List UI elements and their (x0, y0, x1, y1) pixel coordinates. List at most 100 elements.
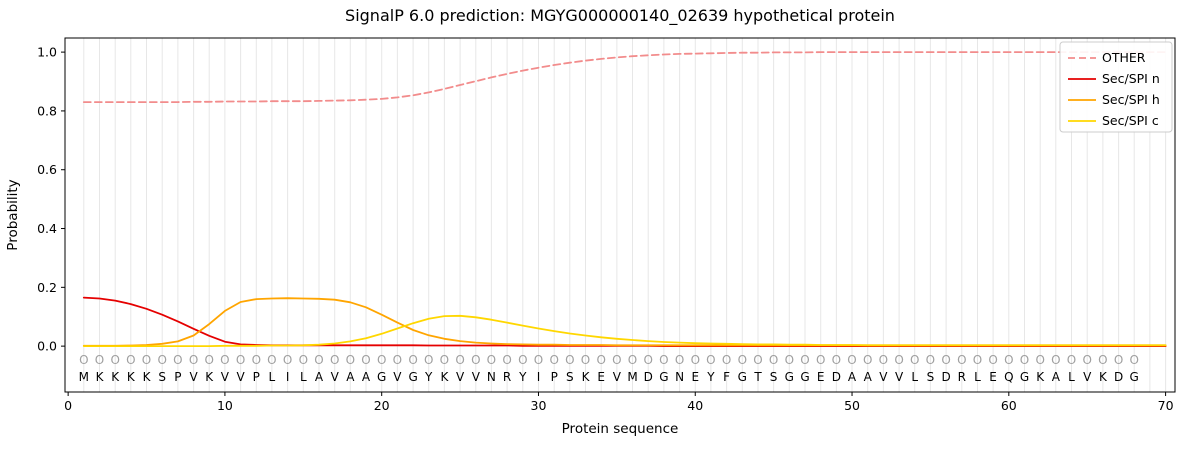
sequence-letter: V (236, 370, 245, 384)
sequence-letter: K (96, 370, 105, 384)
x-tick-label: 60 (1001, 398, 1017, 413)
sequence-letter: V (895, 370, 904, 384)
sequence-letter: N (487, 370, 496, 384)
sequence-letter: A (1052, 370, 1061, 384)
sequence-letter: G (377, 370, 386, 384)
position-marker: O (832, 353, 841, 367)
sequence-letter: Y (518, 370, 527, 384)
position-marker: O (596, 353, 605, 367)
sequence-letter: P (174, 370, 181, 384)
sequence-letter: L (1068, 370, 1075, 384)
series-line-other (82, 51, 1167, 103)
sequence-letter: K (111, 370, 120, 384)
sequence-letter: E (989, 370, 997, 384)
legend-label: Sec/SPI c (1102, 113, 1159, 128)
position-marker: O (675, 353, 684, 367)
position-marker: O (408, 353, 417, 367)
position-marker: O (800, 353, 809, 367)
sequence-letter: L (269, 370, 276, 384)
sequence-letter: T (753, 370, 762, 384)
y-axis-label: Probability (5, 179, 21, 250)
sequence-letter: D (1114, 370, 1123, 384)
sequence-letter: P (551, 370, 558, 384)
position-marker: O (236, 353, 245, 367)
sequence-letter: V (1083, 370, 1092, 384)
position-marker: O (1067, 353, 1076, 367)
position-marker: O (769, 353, 778, 367)
sequence-letter: S (566, 370, 574, 384)
position-marker: O (722, 353, 731, 367)
sequence-letter: M (627, 370, 637, 384)
sequence-letter: V (331, 370, 340, 384)
position-marker: O (706, 353, 715, 367)
legend-item-sec-spi-n: Sec/SPI n (1068, 71, 1160, 86)
position-marker: O (1082, 353, 1091, 367)
sequence-letter: L (974, 370, 981, 384)
y-tick-label: 0.2 (37, 280, 57, 295)
sequence-letter: I (537, 370, 541, 384)
position-marker: O (299, 353, 308, 367)
sequence-letter: V (189, 370, 198, 384)
sequence-letter: S (158, 370, 166, 384)
position-marker: O (283, 353, 292, 367)
sequence-letter: D (644, 370, 653, 384)
position-marker: O (189, 353, 198, 367)
sequence-letter: A (362, 370, 371, 384)
x-axis-label: Protein sequence (562, 421, 679, 437)
x-tick-label: 30 (531, 398, 547, 413)
position-marker: O (455, 353, 464, 367)
position-marker: O (361, 353, 370, 367)
position-marker: O (738, 353, 747, 367)
sequence-letter: K (1099, 370, 1108, 384)
position-marker: O (487, 353, 496, 367)
sequence-letter: V (456, 370, 465, 384)
sequence-letter: G (800, 370, 809, 384)
position-marker: O (816, 353, 825, 367)
sequence-letter: G (738, 370, 747, 384)
sequence-letter: K (1036, 370, 1045, 384)
chart-title: SignalP 6.0 prediction: MGYG000000140_02… (345, 6, 895, 26)
position-marker: O (691, 353, 700, 367)
position-marker: O (612, 353, 621, 367)
sequence-letter: D (941, 370, 950, 384)
sequence-letter: M (79, 370, 89, 384)
position-marker: O (957, 353, 966, 367)
position-marker: O (204, 353, 213, 367)
sequence-letter: E (817, 370, 825, 384)
position-marker: O (879, 353, 888, 367)
sequence-letter: V (221, 370, 230, 384)
position-marker: O (252, 353, 261, 367)
position-marker: O (95, 353, 104, 367)
sequence-letter: A (864, 370, 873, 384)
position-marker: O (79, 353, 88, 367)
sequence-letter: R (503, 370, 511, 384)
position-marker: O (1004, 353, 1013, 367)
sequence-letter: K (205, 370, 214, 384)
sequence-letter: G (408, 370, 417, 384)
x-tick-label: 70 (1158, 398, 1174, 413)
x-axis-ticks: 0 10 20 30 40 50 60 70 (64, 392, 1174, 413)
sequence-letter: G (1020, 370, 1029, 384)
sequence-letter: S (770, 370, 778, 384)
sequence-letter: I (286, 370, 290, 384)
sequence-letter: D (832, 370, 841, 384)
y-tick-label: 1.0 (37, 45, 57, 60)
sequence-letter: S (927, 370, 935, 384)
sequence-letter: G (785, 370, 794, 384)
sequence-letter: K (143, 370, 152, 384)
sequence-letter: L (300, 370, 307, 384)
legend-label: OTHER (1102, 50, 1146, 65)
y-tick-label: 0.6 (37, 162, 57, 177)
position-marker: O (440, 353, 449, 367)
plot-layer: 0 10 20 30 40 50 60 700.00.20.40.60.81.0O O O O O O O… (37, 37, 1176, 413)
position-marker: O (659, 353, 668, 367)
sequence-letter: R (958, 370, 966, 384)
position-marker: O (346, 353, 355, 367)
plot-border (64, 37, 1176, 393)
sequence-letter: V (393, 370, 402, 384)
x-tick-label: 50 (844, 398, 860, 413)
sequence-letter: A (315, 370, 324, 384)
sequence-letter: A (848, 370, 857, 384)
position-marker: O (110, 353, 119, 367)
